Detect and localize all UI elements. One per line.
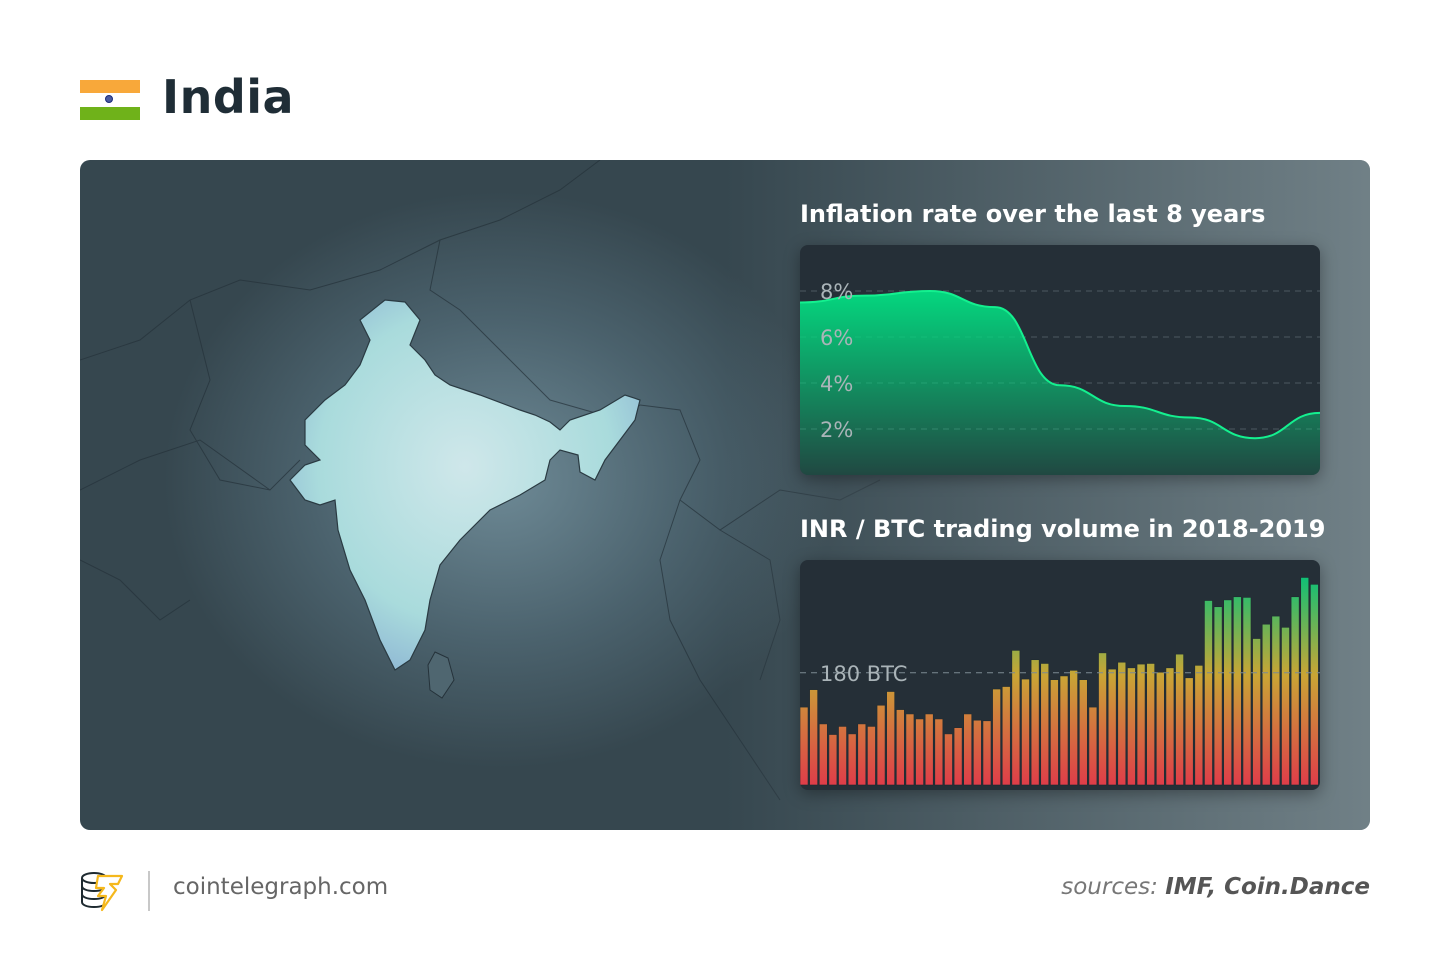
cointelegraph-logo (80, 870, 126, 916)
volume-bar (1252, 638, 1261, 786)
inflation-area (800, 291, 1320, 475)
volume-bar (1078, 679, 1088, 786)
volume-bar (1271, 615, 1281, 786)
y-tick-label: 8% (820, 280, 853, 304)
volume-bar (905, 713, 915, 786)
volume-bar (953, 727, 963, 786)
inflation-chart-title: Inflation rate over the last 8 years (800, 200, 1266, 228)
volume-bar (1136, 663, 1146, 786)
volume-bar (1310, 584, 1319, 786)
y-tick-label: 6% (820, 326, 853, 350)
reference-label: 180 BTC (820, 662, 907, 686)
volume-bar (895, 709, 905, 786)
volume-bar (1088, 706, 1098, 786)
volume-bar (963, 713, 973, 786)
volume-bar (1281, 627, 1290, 786)
volume-bar (857, 723, 867, 786)
volume-bar (886, 691, 895, 786)
volume-bar (992, 688, 1001, 786)
volume-bar (1165, 667, 1175, 786)
volume-bar (1059, 675, 1069, 786)
volume-bar (1021, 678, 1030, 786)
volume-bar (1040, 663, 1050, 786)
volume-bar (1001, 686, 1011, 786)
volume-bar (1290, 596, 1300, 786)
volume-bar (1098, 652, 1107, 786)
site-link[interactable]: cointelegraph.com (173, 874, 389, 900)
volume-bar (809, 689, 818, 786)
volume-bar (924, 713, 934, 786)
volume-bar (934, 718, 944, 786)
volume-bar (847, 733, 857, 786)
volume-chart-title: INR / BTC trading volume in 2018-2019 (800, 515, 1326, 543)
volume-bar (1184, 677, 1194, 786)
volume-bar (915, 718, 924, 786)
volume-bar (1050, 679, 1059, 786)
volume-bar (1069, 670, 1078, 786)
volume-bar (1117, 661, 1127, 786)
inflation-chart-svg: 2% 4% 6% 8% (800, 280, 1320, 475)
footer-divider (148, 871, 150, 911)
volume-bar (1175, 653, 1184, 786)
page-title: India (162, 70, 295, 124)
y-tick-label: 2% (820, 418, 853, 442)
volume-bar (1155, 671, 1165, 786)
volume-bar (1127, 667, 1136, 786)
inflation-chart: 2% 4% 6% 8% (800, 245, 1320, 475)
volume-bar (818, 723, 828, 786)
volume-bar (1011, 650, 1021, 786)
volume-bar (838, 726, 847, 786)
volume-bar (973, 719, 982, 786)
volume-chart: 180 BTC (800, 560, 1320, 790)
volume-bar (1146, 663, 1155, 786)
sources-text: sources: IMF, Coin.Dance (1061, 874, 1370, 900)
volume-bar (800, 706, 809, 786)
volume-bar (1204, 600, 1213, 786)
volume-bar (944, 733, 953, 786)
volume-bar (876, 704, 886, 786)
volume-bar (1223, 599, 1233, 786)
inflation-line (800, 289, 1320, 440)
volume-bar (828, 734, 838, 786)
volume-bar (1242, 597, 1252, 786)
volume-bar (1107, 668, 1117, 786)
volume-bar (1213, 606, 1223, 786)
volume-bar (867, 726, 876, 786)
y-tick-label: 4% (820, 372, 853, 396)
sources-label: sources: (1061, 874, 1158, 900)
volume-chart-svg: 180 BTC (800, 577, 1320, 786)
volume-bar (1194, 665, 1204, 786)
volume-bar (1233, 596, 1242, 786)
volume-bar (1030, 659, 1040, 786)
volume-bar (982, 720, 992, 786)
sources-list: IMF, Coin.Dance (1165, 874, 1370, 900)
india-flag-icon (80, 80, 140, 120)
volume-bar (1261, 623, 1271, 786)
volume-bar (1300, 577, 1310, 786)
